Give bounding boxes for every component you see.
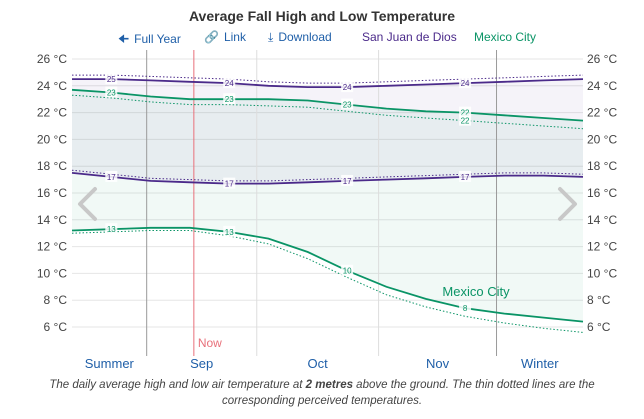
data-label: 24 — [461, 79, 470, 88]
data-label-bg — [105, 86, 118, 98]
x-label-oct: Oct — [308, 356, 329, 371]
y-tick-left: 12 °C — [37, 240, 67, 254]
legend-mexico[interactable]: Mexico City — [474, 30, 537, 44]
data-label: 13 — [225, 228, 234, 237]
y-tick-left: 6 °C — [44, 320, 68, 334]
x-label-nov: Nov — [426, 356, 450, 371]
next-chevron-icon[interactable] — [558, 187, 577, 221]
x-label-winter: Winter — [521, 356, 559, 371]
caption-emphasis: 2 metres — [305, 379, 353, 391]
x-label-summer: Summer — [85, 356, 135, 371]
arrow-left-icon: 🠈 — [118, 32, 130, 46]
data-label: 17 — [461, 173, 470, 182]
series-line-mexico-high — [71, 88, 584, 122]
x-label-sep: Sep — [190, 356, 213, 371]
series-line-mexico-high-perceived — [71, 94, 584, 130]
data-label: 25 — [107, 75, 116, 84]
sanjuan-band — [72, 79, 583, 184]
download-icon: ⤓ — [268, 30, 274, 44]
series-line-sanjuan-high — [72, 78, 584, 88]
data-label-bg — [341, 264, 354, 276]
data-label-bg — [223, 93, 236, 105]
data-label-bg — [341, 174, 354, 186]
full-year-link[interactable]: 🠈 Full Year — [118, 30, 181, 51]
data-label: 17 — [107, 173, 116, 182]
y-tick-right: 26 °C — [587, 52, 617, 66]
y-tick-right: 24 °C — [587, 79, 617, 93]
y-tick-right: 8 °C — [587, 293, 611, 307]
y-tick-right: 22 °C — [587, 106, 617, 120]
data-label: 17 — [225, 180, 234, 189]
data-label-bg — [223, 177, 236, 189]
series-line-sanjuan-low-perceived — [71, 169, 584, 182]
series-line-sanjuan-high-perceived — [72, 74, 584, 84]
legend-sanjuan[interactable]: San Juan de Dios — [362, 30, 457, 44]
data-label-bg — [459, 302, 472, 314]
y-tick-right: 18 °C — [587, 159, 617, 173]
data-label-bg — [105, 73, 118, 85]
data-label: 24 — [343, 83, 352, 92]
download-label: Download — [278, 30, 332, 44]
y-tick-left: 24 °C — [37, 79, 67, 93]
data-label: 22 — [461, 117, 470, 126]
y-tick-left: 16 °C — [37, 186, 67, 200]
data-label: 10 — [343, 267, 352, 276]
y-tick-left: 10 °C — [37, 266, 67, 280]
chart-toolbar: 🠈 Full Year 🔗 Link ⤓ Download San Juan de D… — [0, 30, 644, 46]
mexico-annotation: Mexico City — [442, 284, 510, 299]
data-label: 13 — [107, 225, 116, 234]
data-label-bg — [105, 223, 118, 235]
mexico-band — [72, 89, 583, 322]
download-link[interactable]: ⤓ Download — [268, 30, 332, 45]
data-label-bg — [223, 77, 236, 89]
data-label: 22 — [461, 109, 470, 118]
prev-chevron-icon[interactable] — [78, 187, 97, 221]
data-label-bg — [223, 225, 236, 237]
y-tick-left: 8 °C — [44, 293, 68, 307]
link-icon: 🔗 — [204, 30, 219, 44]
y-tick-left: 18 °C — [37, 159, 67, 173]
y-tick-right: 6 °C — [587, 320, 611, 334]
data-label: 8 — [463, 304, 468, 313]
data-label: 23 — [107, 89, 116, 98]
series-line-mexico-low-perceived — [71, 230, 584, 333]
data-label-bg — [459, 106, 472, 118]
y-tick-right: 12 °C — [587, 240, 617, 254]
data-label-bg — [105, 170, 118, 182]
chart-caption: The daily average high and low air tempe… — [20, 377, 624, 409]
y-tick-right: 16 °C — [587, 186, 617, 200]
chart-canvas: 26 °C 26 °C 24 °C 24 °C 22 °C 22 °C 20 °C 20 °C… — [37, 50, 617, 371]
caption-text-1: The daily average high and low air tempe… — [49, 379, 306, 391]
y-tick-left: 14 °C — [37, 213, 67, 227]
series-line-sanjuan-low — [71, 172, 584, 185]
data-label: 23 — [343, 101, 352, 110]
y-tick-left: 22 °C — [37, 106, 67, 120]
y-tick-right: 14 °C — [587, 213, 617, 227]
y-tick-right: 20 °C — [587, 132, 617, 146]
now-label: Now — [198, 336, 222, 350]
data-label-bg — [459, 170, 472, 182]
chart-title: Average Fall High and Low Temperature — [188, 8, 456, 24]
data-label: 23 — [225, 95, 234, 104]
link-link[interactable]: 🔗 Link — [204, 30, 246, 44]
data-label-bg — [341, 81, 354, 93]
full-year-label: Full Year — [134, 32, 181, 46]
y-tick-left: 26 °C — [37, 52, 67, 66]
link-label: Link — [223, 30, 246, 44]
y-tick-left: 20 °C — [37, 132, 67, 146]
data-label: 24 — [225, 79, 234, 88]
data-label: 17 — [343, 177, 352, 186]
series-line-mexico-low — [71, 226, 584, 323]
caption-text-2: above the ground. The thin dotted lines … — [221, 379, 595, 407]
y-tick-right: 10 °C — [587, 266, 617, 280]
data-label-bg — [341, 98, 354, 110]
data-label-bg — [459, 114, 472, 126]
data-label-bg — [459, 77, 472, 89]
